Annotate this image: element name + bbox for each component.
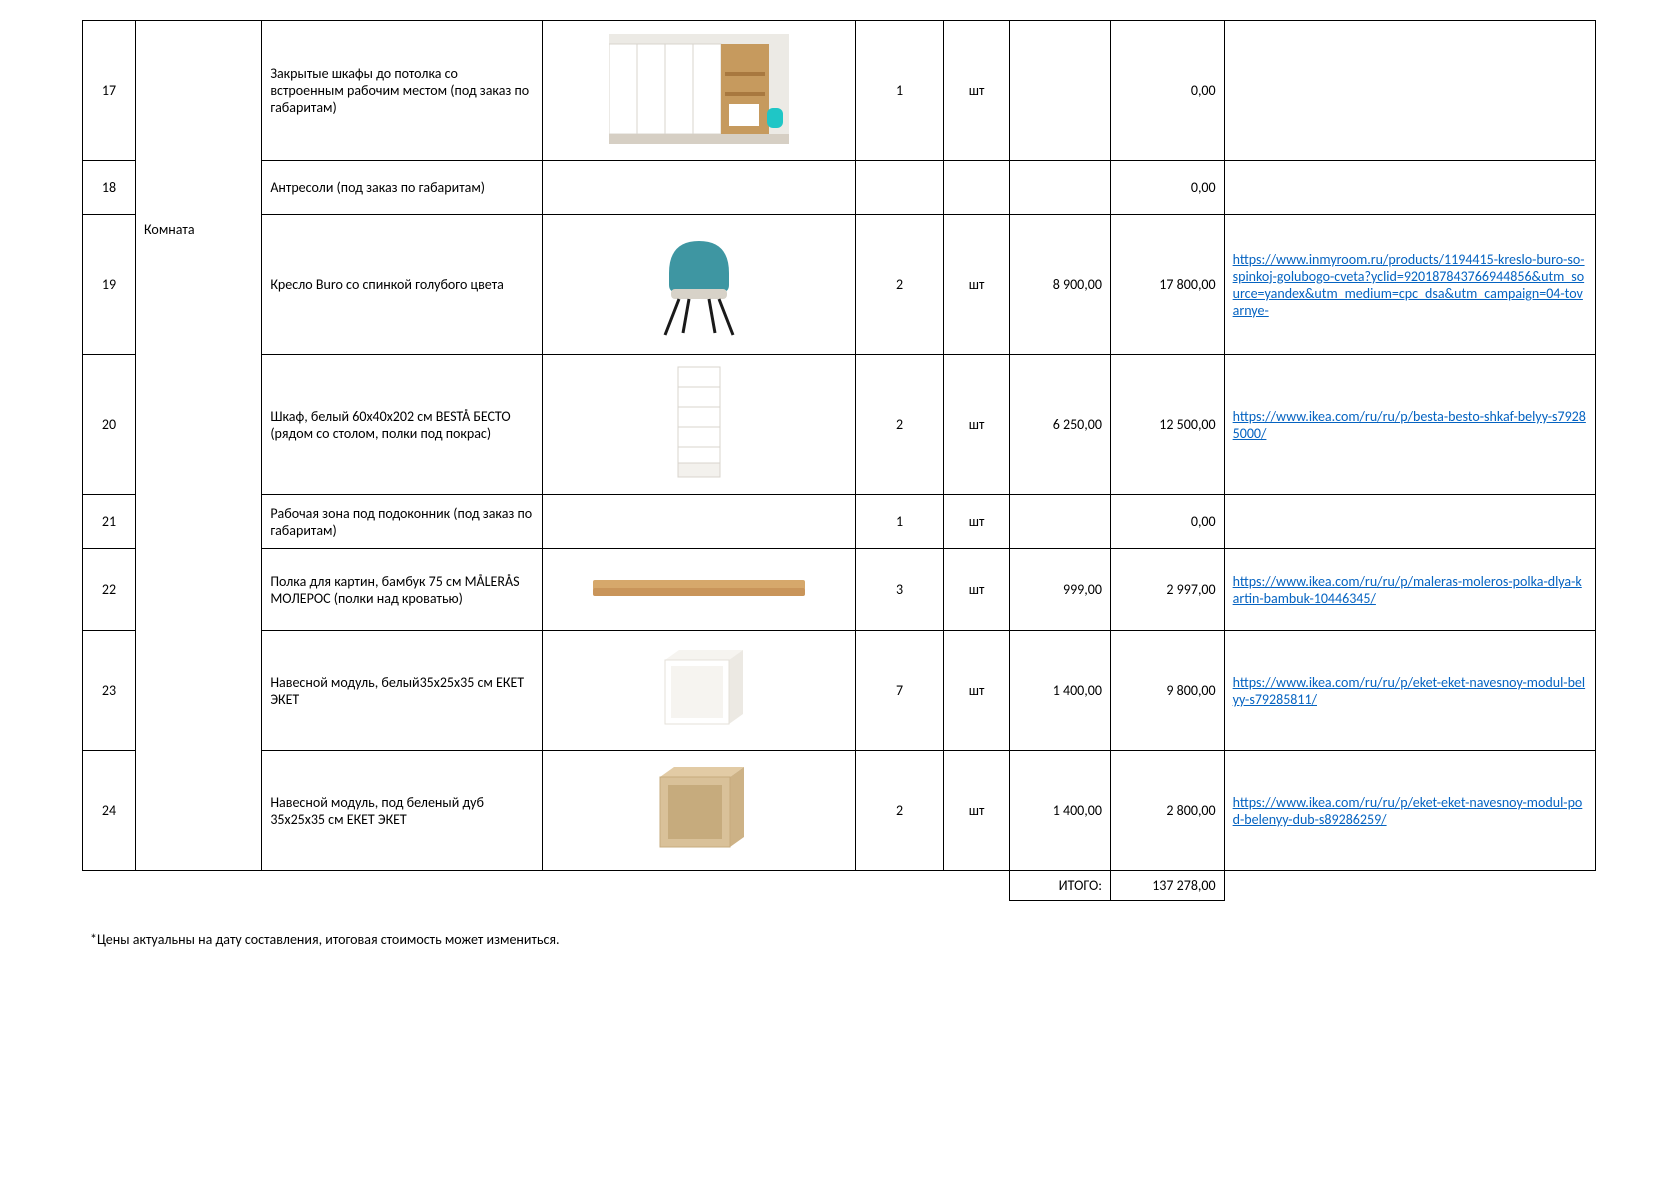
item-link[interactable]: https://www.ikea.com/ru/ru/p/maleras-mol… (1233, 573, 1582, 607)
table-row: 21 Рабочая зона под подоконник (под заказ… (83, 495, 1596, 549)
table-row: 19 Кресло Buro со спинкой голубого цвета 2… (83, 215, 1596, 355)
item-qty (855, 161, 943, 215)
spec-sheet: 17КомнатаЗакрытые шкафы до потолка со вс… (82, 20, 1596, 948)
item-price (1009, 21, 1110, 161)
row-number: 24 (83, 751, 136, 871)
item-unit (944, 161, 1010, 215)
item-link-cell (1224, 161, 1595, 215)
table-row: 18 Антресоли (под заказ по габаритам) 0,00 (83, 161, 1596, 215)
totals-label: ИТОГО: (1009, 871, 1110, 901)
item-link-cell (1224, 21, 1595, 161)
item-unit: шт (944, 549, 1010, 631)
product-image (649, 644, 749, 734)
item-image-cell (542, 161, 855, 215)
item-link[interactable]: https://www.inmyroom.ru/products/1194415… (1233, 251, 1585, 319)
item-image-cell (542, 355, 855, 495)
item-total: 9 800,00 (1110, 631, 1224, 751)
item-link-cell (1224, 495, 1595, 549)
item-total: 2 800,00 (1110, 751, 1224, 871)
item-link[interactable]: https://www.ikea.com/ru/ru/p/besta-besto… (1233, 408, 1586, 442)
item-image-cell (542, 495, 855, 549)
item-link-cell: https://www.inmyroom.ru/products/1194415… (1224, 215, 1595, 355)
row-number: 18 (83, 161, 136, 215)
item-price: 999,00 (1009, 549, 1110, 631)
item-description: Кресло Buro со спинкой голубого цвета (262, 215, 542, 355)
item-qty: 2 (855, 215, 943, 355)
spec-table: 17КомнатаЗакрытые шкафы до потолка со вс… (82, 20, 1596, 901)
item-description: Антресоли (под заказ по габаритам) (262, 161, 542, 215)
item-total: 0,00 (1110, 21, 1224, 161)
item-unit: шт (944, 495, 1010, 549)
table-row: 17КомнатаЗакрытые шкафы до потолка со вс… (83, 21, 1596, 161)
item-link-cell: https://www.ikea.com/ru/ru/p/eket-eket-n… (1224, 751, 1595, 871)
item-total: 0,00 (1110, 495, 1224, 549)
row-number: 20 (83, 355, 136, 495)
item-unit: шт (944, 751, 1010, 871)
table-row: 24 Навесной модуль, под беленый дуб 35х25… (83, 751, 1596, 871)
table-row: 20 Шкаф, белый 60х40х202 см BESTÅ БЕСТО (… (83, 355, 1596, 495)
product-image (609, 34, 789, 144)
product-image (664, 363, 734, 483)
product-image (589, 570, 809, 606)
row-number: 22 (83, 549, 136, 631)
item-image-cell (542, 549, 855, 631)
item-total: 0,00 (1110, 161, 1224, 215)
item-link[interactable]: https://www.ikea.com/ru/ru/p/eket-eket-n… (1233, 794, 1583, 828)
item-total: 12 500,00 (1110, 355, 1224, 495)
item-price: 8 900,00 (1009, 215, 1110, 355)
item-qty: 1 (855, 495, 943, 549)
item-qty: 2 (855, 751, 943, 871)
item-link[interactable]: https://www.ikea.com/ru/ru/p/eket-eket-n… (1233, 674, 1585, 708)
item-unit: шт (944, 21, 1010, 161)
item-image-cell (542, 215, 855, 355)
item-image-cell (542, 21, 855, 161)
row-number: 23 (83, 631, 136, 751)
item-price: 1 400,00 (1009, 751, 1110, 871)
row-number: 21 (83, 495, 136, 549)
item-link-cell: https://www.ikea.com/ru/ru/p/maleras-mol… (1224, 549, 1595, 631)
item-unit: шт (944, 355, 1010, 495)
item-description: Навесной модуль, под беленый дуб 35х25х3… (262, 751, 542, 871)
room-label: Комната (136, 21, 262, 871)
totals-value: 137 278,00 (1110, 871, 1224, 901)
footnote: *Цены актуальны на дату составления, ито… (90, 931, 1596, 948)
item-image-cell (542, 631, 855, 751)
table-row: 22 Полка для картин, бамбук 75 см MÅLERÅS… (83, 549, 1596, 631)
item-price: 1 400,00 (1009, 631, 1110, 751)
item-image-cell (542, 751, 855, 871)
item-total: 17 800,00 (1110, 215, 1224, 355)
item-description: Рабочая зона под подоконник (под заказ п… (262, 495, 542, 549)
row-number: 17 (83, 21, 136, 161)
item-price (1009, 161, 1110, 215)
item-qty: 3 (855, 549, 943, 631)
row-number: 19 (83, 215, 136, 355)
item-description: Полка для картин, бамбук 75 см MÅLERÅS М… (262, 549, 542, 631)
item-description: Закрытые шкафы до потолка со встроенным … (262, 21, 542, 161)
item-description: Навесной модуль, белый35х25х35 см ЕКЕТ Э… (262, 631, 542, 751)
item-unit: шт (944, 215, 1010, 355)
item-qty: 1 (855, 21, 943, 161)
product-image (639, 223, 759, 343)
item-description: Шкаф, белый 60х40х202 см BESTÅ БЕСТО (ря… (262, 355, 542, 495)
item-qty: 2 (855, 355, 943, 495)
item-unit: шт (944, 631, 1010, 751)
table-row: 23 Навесной модуль, белый35х25х35 см ЕКЕТ… (83, 631, 1596, 751)
item-total: 2 997,00 (1110, 549, 1224, 631)
item-link-cell: https://www.ikea.com/ru/ru/p/besta-besto… (1224, 355, 1595, 495)
item-price (1009, 495, 1110, 549)
item-link-cell: https://www.ikea.com/ru/ru/p/eket-eket-n… (1224, 631, 1595, 751)
product-image (644, 759, 754, 859)
item-price: 6 250,00 (1009, 355, 1110, 495)
totals-row: ИТОГО:137 278,00 (83, 871, 1596, 901)
item-qty: 7 (855, 631, 943, 751)
